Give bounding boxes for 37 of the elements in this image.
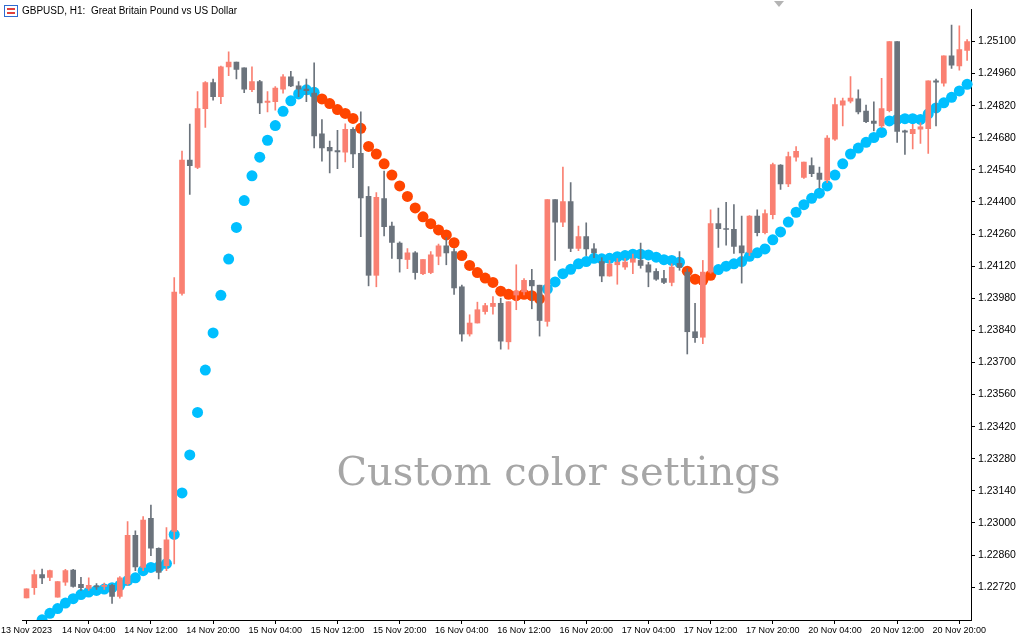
y-tick-label: 1.22860 [978,547,1017,560]
y-tick-label: 1.23280 [978,451,1017,464]
y-tick-label: 1.24260 [978,226,1017,239]
y-tick-label: 1.24400 [978,194,1017,207]
y-tick-label: 1.22720 [978,580,1017,593]
x-tick-label: 14 Nov 20:00 [186,624,240,635]
x-tick-label: 14 Nov 04:00 [61,624,116,635]
x-tick-label: 15 Nov 20:00 [372,624,427,635]
y-tick-label: 1.23420 [978,419,1017,432]
x-tick-label: 16 Nov 20:00 [559,624,613,635]
x-tick-label: 16 Nov 12:00 [497,624,551,635]
x-tick-label: 13 Nov 2023 [1,624,53,635]
annotation: Custom color settings [336,448,781,495]
x-tick-label: 20 Nov 20:00 [932,624,987,635]
y-tick-label: 1.25100 [978,34,1017,47]
y-tick-label: 1.24680 [978,130,1017,143]
y-tick-label: 1.23700 [978,355,1017,368]
y-tick-label: 1.23140 [978,483,1017,496]
x-tick-label: 20 Nov 12:00 [870,624,924,635]
x-tick-label: 15 Nov 12:00 [310,624,365,635]
y-tick-label: 1.23560 [978,387,1017,400]
y-tick-label: 1.23000 [978,515,1017,528]
y-tick-label: 1.24820 [978,98,1017,111]
x-tick-label: 14 Nov 12:00 [124,624,178,635]
x-tick-label: 17 Nov 20:00 [746,624,800,635]
y-tick-label: 1.24120 [978,259,1017,272]
candlestick [420,259,426,275]
y-tick-label: 1.24540 [978,162,1017,175]
x-tick-label: 20 Nov 04:00 [808,624,862,635]
x-tick-label: 17 Nov 04:00 [621,624,676,635]
y-tick-label: 1.24960 [978,66,1017,79]
chart-title: GBPUSD, H1: Great Britain Pound vs US Dollar [22,4,238,16]
y-tick-label: 1.23980 [978,291,1017,304]
y-tick-label: 1.23840 [978,323,1017,336]
x-tick-label: 17 Nov 12:00 [683,624,738,635]
x-tick-label: 16 Nov 04:00 [435,624,489,635]
x-tick-label: 15 Nov 04:00 [248,624,303,635]
